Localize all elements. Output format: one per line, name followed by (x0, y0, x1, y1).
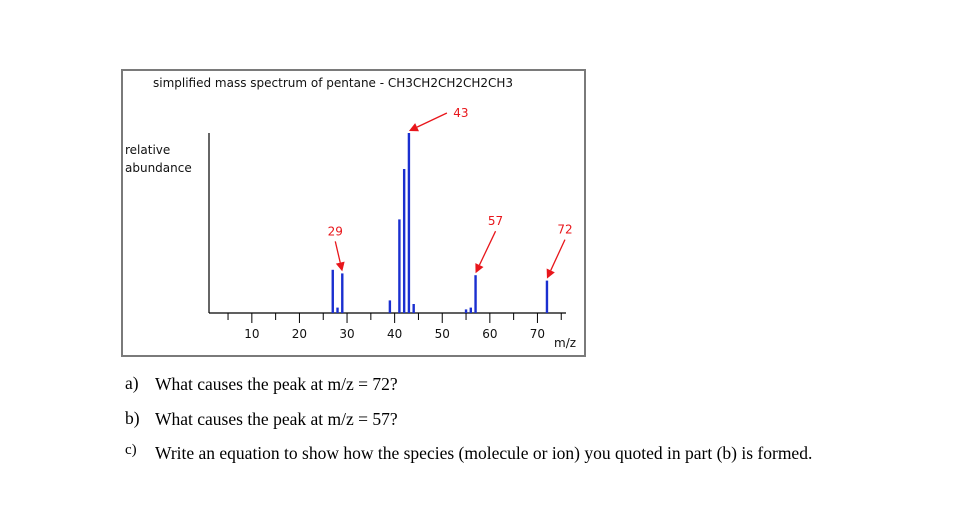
peak-arrow-shaft (550, 239, 566, 271)
question-c-label: c) (125, 442, 137, 458)
question-a-text: What causes the peak at m/z = 72? (155, 374, 398, 394)
peak-label: 72 (557, 223, 572, 237)
y-axis-label-line-2: abundance (125, 161, 192, 175)
mass-spectrum-chart: simplified mass spectrum of pentane - CH… (125, 76, 576, 350)
x-tick-label: 10 (244, 327, 259, 341)
peak-bar (464, 309, 468, 313)
peak-arrow-head (546, 268, 555, 279)
y-axis-label-line-1: relative (125, 143, 170, 157)
x-tick-label: 50 (435, 327, 450, 341)
x-tick-label: 60 (482, 327, 497, 341)
peak-arrow-shaft (416, 112, 448, 128)
peak-bar (336, 307, 339, 313)
peak-annotations: 29 43 57 72 (328, 106, 573, 279)
peak-label: 43 (453, 106, 468, 120)
question-a: a) What causes the peak at m/z = 72? (125, 373, 877, 395)
peak-arrow-shaft (334, 241, 341, 263)
x-tick-label: 70 (530, 327, 545, 341)
x-tick-label: 30 (339, 327, 354, 341)
peak-bar (398, 219, 401, 313)
x-axis-label: m/z (554, 336, 576, 350)
question-a-label: a) (125, 373, 139, 393)
x-tick-label: 20 (292, 327, 307, 341)
question-b: b) What causes the peak at m/z = 57? (125, 408, 877, 430)
peak-arrow-head (335, 261, 345, 272)
chart-title: simplified mass spectrum of pentane - CH… (153, 76, 513, 90)
peak-arrow-shaft (478, 230, 497, 266)
peak-bar (469, 307, 472, 313)
question-c: c) Write an equation to show how the spe… (125, 442, 877, 464)
peak-bar (474, 275, 477, 313)
peak-bar (545, 280, 549, 313)
peak-bar (388, 300, 392, 313)
x-tick-label: 40 (387, 327, 402, 341)
peak-bars (331, 133, 549, 313)
question-c-text: Write an equation to show how the specie… (155, 443, 813, 463)
peak-bar (407, 133, 411, 313)
peak-bar (412, 304, 415, 313)
peak-arrow-head (408, 123, 419, 132)
question-b-text: What causes the peak at m/z = 57? (155, 409, 398, 429)
peak-bar (341, 273, 344, 313)
mass-spectrum-figure: simplified mass spectrum of pentane - CH… (121, 69, 586, 357)
peak-label: 57 (488, 214, 503, 228)
x-axis-ticks: 10 20 30 40 50 60 70 (227, 313, 562, 341)
peak-bar (331, 269, 334, 313)
peak-bar (402, 169, 406, 313)
peak-label: 29 (328, 224, 343, 238)
question-b-label: b) (125, 408, 140, 428)
peak-arrow-head (475, 263, 484, 274)
